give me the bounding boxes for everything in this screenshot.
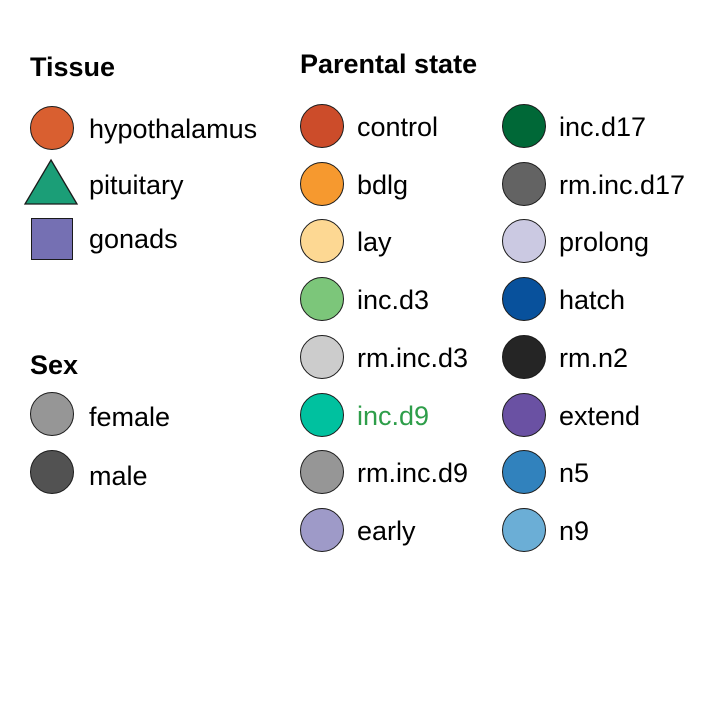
parental-state-label: prolong — [559, 227, 650, 257]
parental-state-label: n5 — [559, 458, 590, 488]
circle-icon — [300, 104, 344, 148]
sex-label-male: male — [89, 461, 148, 491]
circle-icon — [502, 450, 546, 494]
circle-icon — [502, 335, 546, 379]
parental-state-label: inc.d17 — [559, 112, 647, 142]
circle-icon — [300, 393, 344, 437]
sex-label-female: female — [89, 402, 171, 432]
parental-state-label: early — [357, 516, 416, 546]
circle-icon — [502, 219, 546, 263]
square-icon — [31, 218, 73, 260]
circle-icon — [502, 508, 546, 552]
parental-state-label: inc.d9 — [357, 401, 430, 431]
tissue-label-pituitary: pituitary — [89, 170, 184, 200]
parental-state-label: rm.inc.d17 — [559, 170, 686, 200]
sex-legend-title: Sex — [30, 350, 79, 380]
tissue-legend-title: Tissue — [30, 52, 116, 82]
circle-icon — [300, 450, 344, 494]
circle-icon — [300, 277, 344, 321]
circle-icon — [502, 104, 546, 148]
tissue-label-hypothalamus: hypothalamus — [89, 114, 258, 144]
parental-state-label: bdlg — [357, 170, 409, 200]
parental-state-label: inc.d3 — [357, 285, 430, 315]
parental-state-label: rm.inc.d9 — [357, 458, 469, 488]
circle-icon — [502, 162, 546, 206]
circle-icon — [300, 162, 344, 206]
tissue-label-gonads: gonads — [89, 224, 178, 254]
parental-state-label: rm.n2 — [559, 343, 629, 373]
circle-icon — [30, 450, 74, 494]
parental-state-label: rm.inc.d3 — [357, 343, 469, 373]
circle-icon — [300, 219, 344, 263]
circle-icon — [30, 392, 74, 436]
parental-state-label: n9 — [559, 516, 590, 546]
parental-state-label: extend — [559, 401, 641, 431]
parental-state-legend-title: Parental state — [300, 49, 478, 79]
triangle-icon — [23, 158, 79, 205]
circle-icon — [502, 393, 546, 437]
circle-icon — [300, 508, 344, 552]
circle-icon — [502, 277, 546, 321]
parental-state-label: lay — [357, 227, 392, 257]
circle-icon — [30, 106, 74, 150]
parental-state-label: control — [357, 112, 439, 142]
parental-state-label: hatch — [559, 285, 626, 315]
circle-icon — [300, 335, 344, 379]
